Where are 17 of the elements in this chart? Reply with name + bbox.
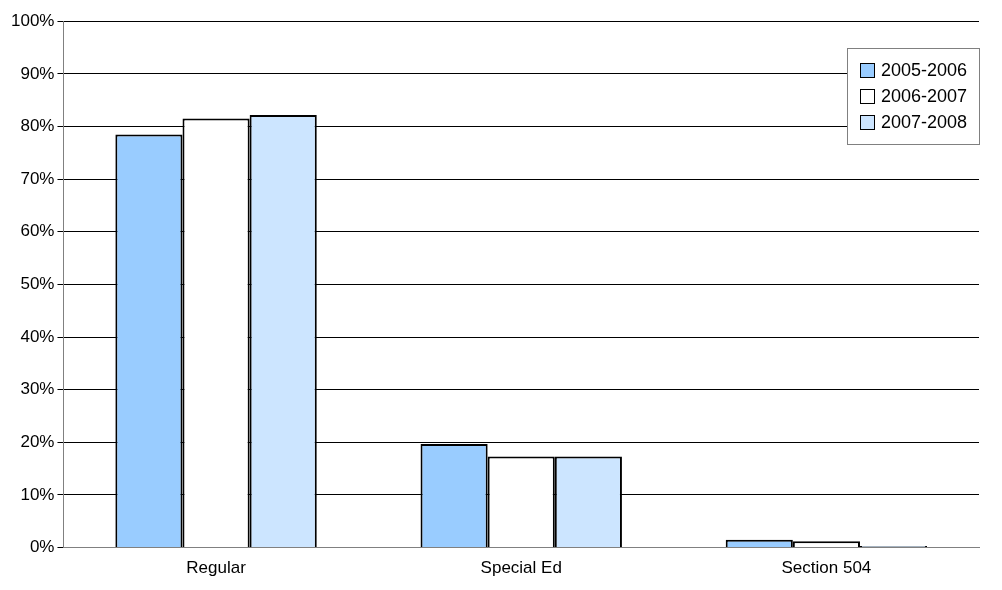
- y-tick-label: 20%: [20, 432, 55, 452]
- y-tick-label: 70%: [20, 168, 55, 188]
- x-tick-label: Regular: [186, 558, 247, 578]
- y-tick-label: 60%: [20, 221, 55, 241]
- y-tick-label: 50%: [20, 274, 55, 294]
- y-tick-label: 0%: [29, 537, 55, 557]
- y-tick-label: 10%: [20, 484, 55, 504]
- y-tick-label: 40%: [20, 326, 55, 346]
- y-tick-label: 30%: [20, 379, 55, 399]
- legend-label: 2005-2006: [880, 60, 967, 81]
- text: 2006-2007: [880, 86, 967, 107]
- legend-label: 2007-2008: [880, 112, 967, 133]
- y-tick-label: 90%: [20, 63, 55, 83]
- x-tick-label: Section 504: [781, 558, 872, 578]
- y-tick-label: 80%: [20, 116, 55, 136]
- y-tick-label: 100%: [11, 10, 55, 30]
- x-tick-label: Special Ed: [480, 558, 562, 578]
